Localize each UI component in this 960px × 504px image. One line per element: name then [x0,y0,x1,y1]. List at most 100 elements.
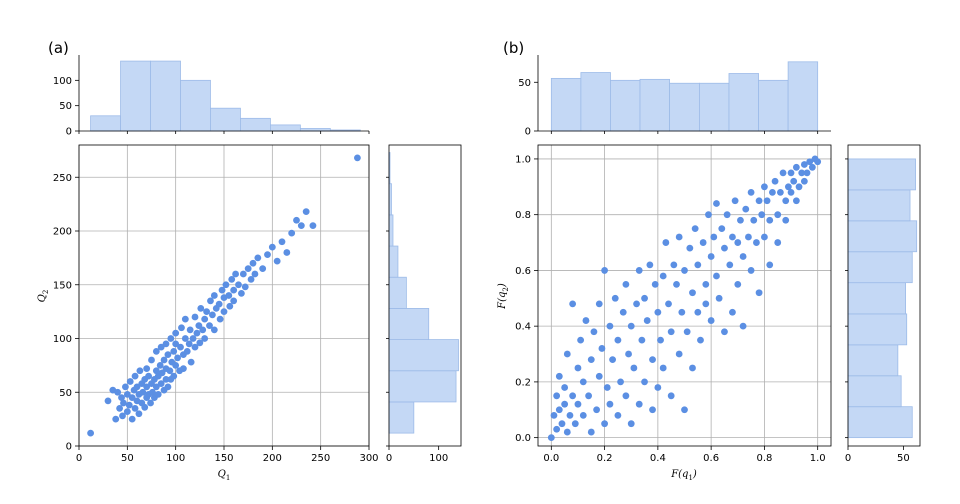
b-scatter-point [713,272,720,280]
b-scatter-point [702,300,710,308]
a-y-axis-label: Q2 [37,290,50,303]
a-scatter-point [139,388,147,396]
b-scatter-point [806,158,814,166]
a-x-tick-label: 300 [359,453,378,464]
a-scatter-point [209,311,216,319]
a-scatter-point [238,289,245,297]
b-scatter-point [800,161,808,168]
a-scatter-point [206,322,213,329]
a-scatter-point [119,412,126,420]
b-scatter-point [641,378,648,386]
a-top-hist-bar [120,60,151,132]
a-top-hist-bar [210,107,241,132]
a-scatter-point [226,302,234,310]
b-scatter-point [643,317,651,324]
a-y-tick-label: 0 [66,442,72,453]
b-scatter-point [582,317,590,324]
b-scatter-point [699,239,707,246]
b-scatter-point [553,425,561,433]
a-scatter-point [197,305,205,312]
a-right-hist-bar [388,339,459,372]
b-scatter-point [715,294,723,302]
b-scatter-point [787,188,795,196]
a-scatter-point [133,383,141,391]
a-scatter-point [222,281,230,289]
b-scatter-point [726,261,734,269]
a-x-tick-label: 150 [214,453,233,464]
a-scatter-point [210,326,218,334]
a-x-tick-label: 200 [263,453,282,464]
a-y-tick-label: 100 [53,334,72,345]
b-scatter-point [574,400,582,408]
a-scatter-point [162,375,170,383]
a-scatter-point [177,343,184,351]
a-scatter-point [191,313,199,321]
b-top-hist-bar [728,73,759,132]
b-scatter-point [638,336,646,344]
a-right-hist-bar [388,307,430,340]
b-scatter-frame [537,144,832,447]
b-scatter-point [681,267,688,274]
b-scatter-point [598,345,606,352]
a-top-hist-bar [150,60,181,132]
b-scatter-point [707,317,715,324]
b-scatter-point [731,197,739,205]
b-scatter-point [625,350,632,358]
b-scatter-point [739,322,747,330]
a-scatter-point [178,324,185,332]
a-scatter-point [152,348,160,355]
panel-label-a: (a) [48,39,69,57]
b-scatter-point [713,200,720,207]
b-scatter-point [667,392,675,400]
b-scatter-point [798,169,806,177]
b-scatter-point [641,294,648,302]
b-y-tick-label: 0.6 [515,266,531,277]
b-scatter-point [750,216,758,224]
b-scatter-point [763,197,771,205]
a-scatter-point [241,283,249,291]
a-scatter-point [278,238,286,246]
b-scatter-point [654,308,662,316]
a-scatter-point [167,335,175,342]
b-scatter-point [662,239,670,246]
a-scatter-point [309,222,317,230]
b-right-hist-bar [847,344,899,377]
a-scatter-point [122,383,129,391]
b-scatter-point [569,392,577,400]
a-scatter-point [143,365,151,372]
b-scatter-point [691,225,699,233]
a-scatter-point [123,408,131,415]
a-scatter-point [196,339,204,347]
a-scatter-point [126,378,134,385]
b-y-tick-label: 0.0 [515,433,531,444]
b-scatter-point [729,233,736,241]
a-scatter-point [112,415,120,423]
a-scatter-point [220,308,228,316]
b-y-tick-label: 0.4 [515,322,531,333]
a-scatter-point [216,315,224,323]
a-scatter-point [183,348,191,355]
b-scatter-point [814,158,822,166]
a-scatter-point [170,372,178,380]
b-scatter-point [792,197,800,205]
a-scatter-point [244,265,252,273]
a-scatter-point [131,372,139,380]
b-scatter-point [718,225,726,233]
b-scatter-point [667,328,675,336]
b-scatter-point [571,420,579,428]
a-right-hist-bar [388,370,457,403]
b-scatter-point [609,356,616,364]
a-scatter-point [230,286,238,294]
a-right-hist-x-tick-label: 100 [429,453,448,464]
a-scatter-point [186,326,194,334]
b-right-hist-x-tick-label: 0 [845,453,851,464]
b-scatter-point [774,211,782,219]
a-scatter-point [164,383,172,391]
b-scatter-point [795,183,803,191]
a-scatter-point [288,229,296,237]
b-x-tick-label: 0.8 [756,453,772,464]
b-scatter-point [782,216,790,224]
panel-label-b: (b) [503,39,524,57]
b-scatter-point [569,300,577,308]
a-scatter-point [218,286,226,294]
